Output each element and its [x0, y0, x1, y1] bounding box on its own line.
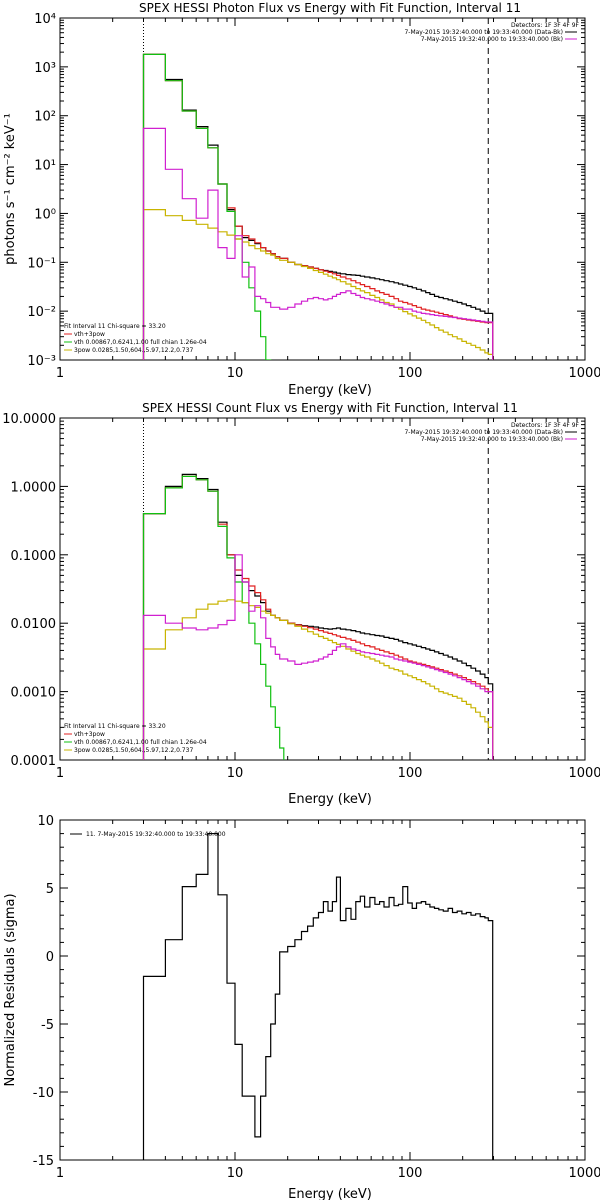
legend-bottom-entry: Fit Interval 11 Chi-square = 33.20 — [64, 723, 166, 730]
y-tick-label: 0 — [46, 950, 54, 965]
panel-1-series — [142, 18, 494, 360]
panel-1-ticks: 1 10 100 1000 10⁻³ 10⁻² 10⁻¹ 10⁰ 10¹ 10² 10³ 10⁴ — [27, 12, 600, 381]
series-vth-3pow — [142, 475, 494, 760]
x-tick-label: 1000 — [568, 366, 600, 381]
panel-2-title: SPEX HESSI Count Flux vs Energy with Fit… — [142, 401, 518, 415]
panel-residuals: Energy (keV) Normalized Residuals (sigma… — [3, 814, 600, 1200]
y-tick-label: 10 — [37, 814, 54, 829]
legend-bottom-entry: vth 0.00867,0.6241,1.00 full chian 1.26e… — [74, 339, 207, 346]
y-tick-label: 0.0100 — [11, 617, 57, 632]
panel-2-ticks: 1 10 100 1000 0.0001 0.0010 0.0100 0.1000 1.0000… — [2, 412, 600, 781]
panel-3-series — [142, 833, 494, 1160]
y-tick-label: 10³ — [34, 61, 56, 76]
y-tick-label: 10⁻² — [27, 305, 56, 320]
y-tick-label: -15 — [33, 1154, 54, 1169]
panel-3-xlabel: Energy (keV) — [288, 1187, 372, 1200]
series-data-bk — [142, 473, 494, 760]
y-tick-label: 5 — [46, 882, 54, 897]
series-vth — [142, 53, 276, 360]
x-tick-label: 10 — [227, 766, 244, 781]
legend-bottom-entry: vth 0.00867,0.6241,1.00 full chian 1.26e… — [74, 739, 207, 746]
x-tick-label: 100 — [398, 366, 423, 381]
legend-top-entry: 7-May-2015 19:32:40.000 to 19:33:40.000 … — [421, 436, 563, 443]
panel-count-flux: SPEX HESSI Count Flux vs Energy with Fit… — [2, 401, 600, 807]
legend-top-entry: 7-May-2015 19:32:40.000 to 19:33:40.000 … — [404, 429, 563, 436]
panel-2-legend: Detectors: 1F 3F 4F 9F7-May-2015 19:32:4… — [64, 422, 580, 754]
panel-1-ylabel: photons s⁻¹ cm⁻² keV⁻¹ — [3, 113, 18, 265]
y-tick-label: 1.0000 — [11, 480, 57, 495]
series-vth — [142, 475, 293, 760]
y-tick-label: 10¹ — [34, 159, 56, 174]
x-tick-label: 1000 — [568, 1166, 600, 1181]
legend-bottom-entry: vth+3pow — [74, 731, 105, 738]
series-3pow — [142, 209, 494, 360]
legend-detectors: Detectors: 1F 3F 4F 9F — [511, 22, 580, 29]
y-tick-label: 10² — [34, 110, 56, 125]
legend-bottom-entry: 3pow 0.0285,1.50,604.,5.97,12.2,0.737 — [74, 347, 193, 354]
x-tick-label: 10 — [227, 1166, 244, 1181]
y-tick-label: 10.0000 — [2, 412, 56, 427]
series-vth-3pow — [142, 53, 494, 360]
panel-1-legend: Detectors: 1F 3F 4F 9F7-May-2015 19:32:4… — [64, 22, 580, 354]
x-tick-label: 100 — [398, 1166, 423, 1181]
legend-detectors: Detectors: 1F 3F 4F 9F — [511, 422, 580, 429]
legend-bottom-entry: 3pow 0.0285,1.50,604.,5.97,12.2,0.737 — [74, 747, 193, 754]
y-tick-label: 0.0010 — [11, 686, 57, 701]
panel-1-title: SPEX HESSI Photon Flux vs Energy with Fi… — [139, 1, 521, 15]
series-11-7-may-2015-19-32-40-000-to-19-33-40-000 — [142, 833, 494, 1160]
legend-top-entry: 7-May-2015 19:32:40.000 to 19:33:40.000 … — [421, 36, 563, 43]
y-tick-label: 10⁴ — [34, 12, 56, 27]
panel-2-xlabel: Energy (keV) — [288, 792, 372, 807]
series-bk — [142, 554, 494, 760]
panel-3-ticks: 1 10 100 1000 -15 -10 -5 0 5 10 — [33, 814, 600, 1181]
y-tick-label: 10⁻³ — [27, 354, 56, 369]
panel-1-frame — [59, 17, 586, 361]
panel-3-frame — [59, 819, 586, 1161]
panel-3-ylabel: Normalized Residuals (sigma) — [3, 893, 18, 1086]
legend-top-entry: 11. 7-May-2015 19:32:40.000 to 19:33:40.… — [86, 831, 226, 838]
panel-2-frame — [59, 417, 586, 761]
y-tick-label: -10 — [33, 1086, 54, 1101]
panel-1-xlabel: Energy (keV) — [288, 383, 372, 398]
y-tick-label: 0.1000 — [11, 549, 57, 564]
series-3pow — [142, 599, 494, 760]
x-tick-label: 100 — [398, 766, 423, 781]
y-tick-label: 10⁰ — [34, 207, 56, 222]
series-bk — [142, 127, 494, 360]
x-tick-label: 1 — [56, 366, 64, 381]
panel-3-legend: 11. 7-May-2015 19:32:40.000 to 19:33:40.… — [70, 831, 226, 838]
y-tick-label: 10⁻¹ — [27, 256, 56, 271]
x-tick-label: 1 — [56, 1166, 64, 1181]
legend-top-entry: 7-May-2015 19:32:40.000 to 19:33:40.000 … — [404, 29, 563, 36]
x-tick-label: 1000 — [568, 766, 600, 781]
panel-photon-flux: SPEX HESSI Photon Flux vs Energy with Fi… — [3, 1, 600, 398]
y-tick-label: 0.0001 — [11, 754, 57, 769]
series-data-bk — [142, 53, 494, 360]
y-tick-label: -5 — [41, 1018, 54, 1033]
panel-2-series — [142, 418, 494, 760]
legend-bottom-entry: Fit Interval 11 Chi-square = 33.20 — [64, 323, 166, 330]
x-tick-label: 1 — [56, 766, 64, 781]
legend-bottom-entry: vth+3pow — [74, 331, 105, 338]
x-tick-label: 10 — [227, 366, 244, 381]
